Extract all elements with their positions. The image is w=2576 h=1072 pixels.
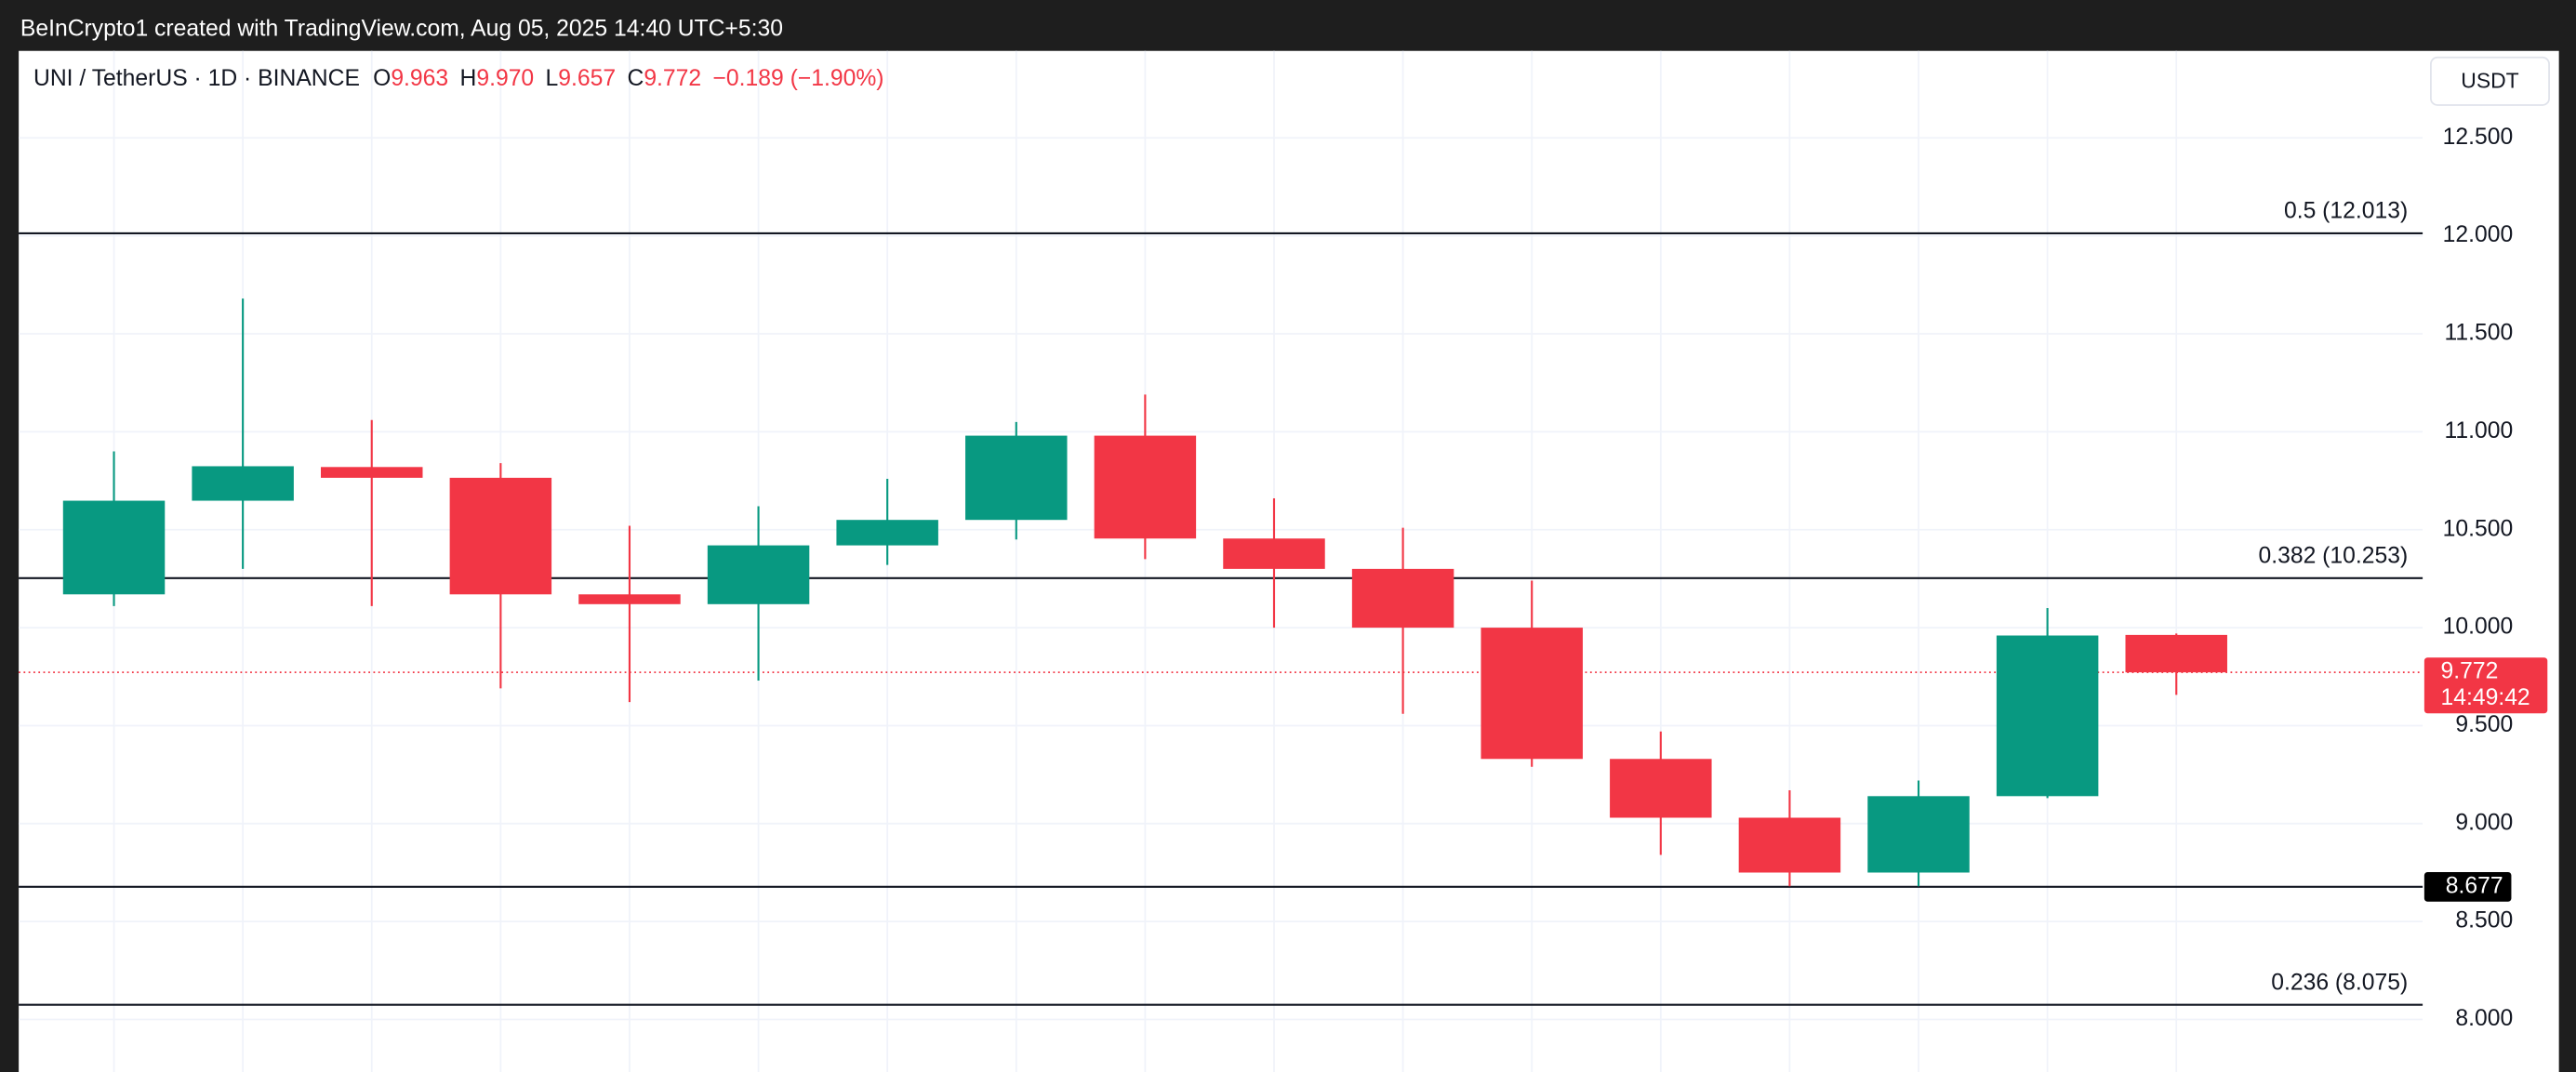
y-tick-label: 10.500 [2443, 516, 2514, 541]
candle-body [62, 500, 166, 595]
ohlc-value: 9.657 [558, 65, 616, 90]
candle-body [1996, 635, 2099, 797]
fib-label: 0.236 (8.075) [2271, 970, 2408, 995]
candle-body [578, 594, 681, 604]
price-label-box [2423, 657, 2548, 714]
candle-body [1481, 628, 1583, 760]
y-tick-label: 12.500 [2443, 125, 2514, 150]
attribution: BeInCrypto1 created with TradingView.com… [20, 16, 783, 41]
symbol: UNI / TetherUS · 1D · BINANCE [33, 65, 360, 90]
candle-body [1867, 796, 1970, 873]
currency-button[interactable] [2430, 56, 2550, 106]
y-tick-label: 11.000 [2444, 418, 2513, 443]
y-tick-label: 11.500 [2444, 321, 2513, 346]
ohlc-value: 9.772 [644, 65, 701, 90]
ohlc-value: 9.970 [476, 65, 534, 90]
ohlc-key: L [546, 65, 559, 90]
price-label: 9.772 [2441, 659, 2499, 684]
support-label: 8.677 [2446, 873, 2503, 898]
ohlc-key: H [460, 65, 477, 90]
fib-label: 0.382 (10.253) [2259, 543, 2409, 568]
countdown: 14:49:42 [2441, 685, 2530, 710]
candle-body [1223, 538, 1325, 569]
y-tick-label: 12.000 [2443, 222, 2514, 247]
candle-body [2125, 634, 2227, 673]
ohlc-key: O [373, 65, 391, 90]
y-tick-label: 9.000 [2455, 810, 2513, 835]
candle-body [449, 477, 552, 595]
candle-body [1738, 817, 1841, 873]
legend: UNI / TetherUS · 1D · BINANCE O9.963 H9.97… [33, 65, 884, 90]
candle-body [321, 467, 423, 478]
candle-body [965, 435, 1068, 521]
support-label-box [2423, 871, 2512, 902]
candle-body [707, 545, 810, 604]
y-tick-label: 8.500 [2455, 908, 2513, 933]
candle-body [1610, 759, 1712, 818]
y-tick-label: 8.000 [2455, 1006, 2513, 1031]
currency[interactable]: USDT [2461, 68, 2518, 92]
fib-label: 0.5 (12.013) [2284, 198, 2408, 223]
candle-body [192, 466, 294, 501]
candle-body [1094, 435, 1197, 539]
y-tick-label: 10.000 [2443, 615, 2514, 640]
y-tick-label: 9.500 [2455, 712, 2513, 737]
ohlc-key: C [627, 65, 644, 90]
change: −0.189 (−1.90%) [713, 65, 884, 90]
ohlc-value: 9.963 [391, 65, 448, 90]
candle-body [1351, 568, 1454, 629]
candle-body [836, 520, 938, 546]
